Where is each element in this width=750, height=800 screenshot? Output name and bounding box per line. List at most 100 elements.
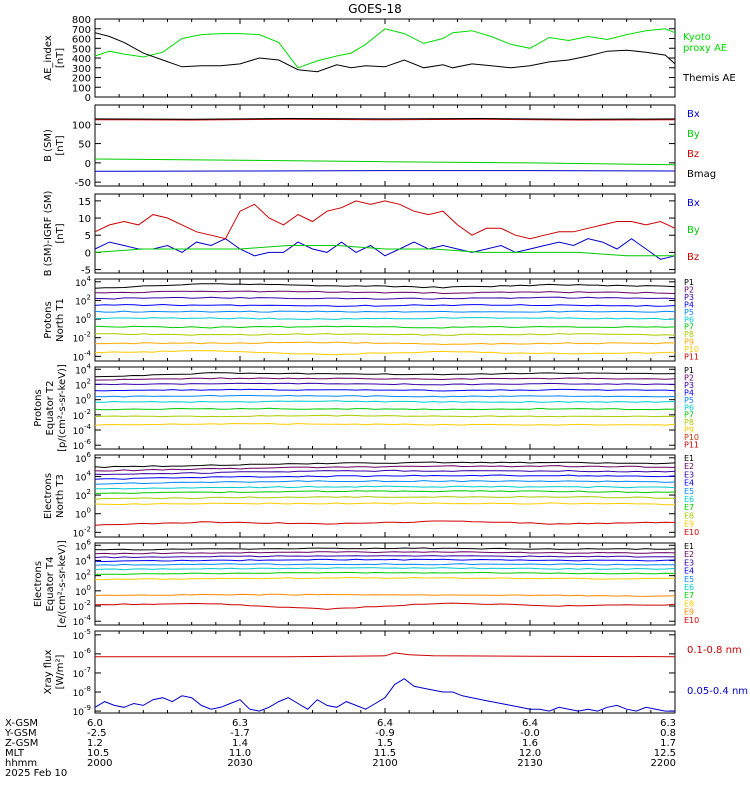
series-line-p4 bbox=[94, 303, 676, 307]
y-tick-label: 300 bbox=[72, 64, 91, 75]
series-line-e3 bbox=[94, 469, 676, 476]
legend-label: P5 bbox=[684, 396, 694, 405]
legend-label: P11 bbox=[684, 441, 699, 450]
y-tick-label: 100 bbox=[75, 507, 91, 521]
series-line-0-05-0-4-nm bbox=[94, 678, 675, 712]
y-tick-label: 104 bbox=[75, 553, 91, 567]
x-axis-value: 2000 bbox=[87, 758, 112, 769]
y-axis-label: Electrons bbox=[43, 473, 54, 519]
legend-label: P6 bbox=[684, 315, 694, 324]
legend-label: Kyoto bbox=[683, 32, 711, 43]
series-line-bz bbox=[94, 118, 676, 121]
x-axis-value: 11.5 bbox=[374, 748, 396, 759]
y-tick-label: 100 bbox=[75, 312, 91, 326]
series-line-themis-ae bbox=[94, 32, 676, 73]
y-tick-label: 10-4 bbox=[73, 349, 92, 363]
y-tick-label: 102 bbox=[75, 488, 91, 502]
y-tick-label: 10-6 bbox=[73, 438, 92, 452]
x-axis-value: 1.6 bbox=[522, 738, 538, 749]
x-axis-value: 2200 bbox=[651, 758, 676, 769]
series-line-e9 bbox=[94, 593, 676, 597]
series-line-by bbox=[94, 158, 676, 166]
x-axis-value: -2.5 bbox=[87, 728, 107, 739]
y-tick-label: 100 bbox=[75, 584, 91, 598]
y-tick-label: 10-5 bbox=[73, 628, 91, 642]
date-label: 2025 Feb 10 bbox=[5, 768, 67, 779]
series-line-e7 bbox=[95, 571, 676, 575]
legend-label: Bz bbox=[687, 252, 699, 263]
series-line-e7 bbox=[94, 490, 676, 494]
y-tick-label: 10-7 bbox=[73, 666, 91, 680]
series-line-p6 bbox=[95, 400, 676, 403]
legend-label: P11 bbox=[684, 353, 699, 362]
legend-label: By bbox=[687, 225, 700, 236]
series-line-bmag bbox=[94, 117, 676, 120]
legend-label: P4 bbox=[684, 300, 694, 309]
y-axis-label: Equator T2 bbox=[45, 381, 56, 436]
panel-frame bbox=[94, 193, 676, 274]
panel-frame bbox=[94, 454, 676, 538]
series-line-p2 bbox=[94, 377, 676, 381]
series-line-e2 bbox=[94, 465, 676, 472]
x-axis-row-label: hhmm bbox=[5, 758, 37, 769]
x-axis-value: 6.0 bbox=[87, 718, 103, 729]
series-line-p1 bbox=[94, 372, 676, 378]
y-axis-label: B (SM) bbox=[43, 129, 54, 162]
series-line-e5 bbox=[94, 563, 676, 566]
y-axis-label: Protons bbox=[33, 389, 44, 426]
legend-label: E3 bbox=[684, 470, 694, 479]
legend-label: P10 bbox=[684, 433, 699, 442]
series-line-p2 bbox=[94, 290, 676, 295]
series-line-p9 bbox=[95, 341, 676, 346]
legend-label: E4 bbox=[684, 567, 694, 576]
y-tick-label: 10-2 bbox=[73, 599, 91, 613]
y-tick-label: 10 bbox=[78, 214, 91, 225]
y-tick-label: 500 bbox=[72, 44, 91, 55]
legend-label: By bbox=[687, 129, 700, 140]
series-line-e1 bbox=[94, 461, 676, 469]
x-axis-value: -0.0 bbox=[520, 728, 540, 739]
legend-label: Themis AE bbox=[682, 73, 736, 84]
y-tick-label: 10-2 bbox=[73, 525, 91, 539]
series-line-bx bbox=[94, 170, 676, 172]
series-line-kyoto-proxy-ae bbox=[94, 28, 676, 69]
series-line-p4 bbox=[94, 388, 676, 392]
y-tick-label: 5 bbox=[85, 231, 91, 242]
y-axis-label: [p/(cm²-s-sr-keV)] bbox=[57, 364, 68, 452]
y-tick-label: 104 bbox=[75, 469, 91, 483]
panel-frame bbox=[94, 104, 676, 187]
legend-label: P4 bbox=[684, 388, 694, 397]
x-axis-value: 12.0 bbox=[519, 748, 541, 759]
legend-label: P8 bbox=[684, 418, 694, 427]
series-line-p8 bbox=[95, 333, 676, 336]
series-line-p7 bbox=[94, 407, 676, 411]
legend-label: E3 bbox=[684, 558, 694, 567]
y-axis-label: [e/(cm²-s-sr-keV)] bbox=[57, 540, 68, 628]
y-axis-label: North T3 bbox=[55, 474, 66, 518]
x-axis-value: 2100 bbox=[372, 758, 397, 769]
legend-label: E5 bbox=[684, 575, 694, 584]
legend-label: P6 bbox=[684, 403, 694, 412]
legend-label: E1 bbox=[684, 454, 694, 463]
legend-label: 0.05-0.4 nm bbox=[687, 686, 748, 697]
legend-label: E9 bbox=[684, 608, 694, 617]
x-axis-value: 6.3 bbox=[232, 718, 248, 729]
panel-bsm: -50 0 50 100 B (SM) [nT] Bx By Bz Bmag bbox=[43, 104, 716, 189]
series-line-p8 bbox=[94, 414, 676, 418]
series-line-p6 bbox=[94, 317, 676, 321]
legend-label: E7 bbox=[684, 503, 694, 512]
x-axis-value: 1.4 bbox=[232, 738, 248, 749]
series-line-e3 bbox=[94, 555, 676, 559]
series-line-e4 bbox=[94, 558, 676, 563]
panel-frame bbox=[94, 630, 676, 714]
y-axis-label: Xray flux bbox=[43, 650, 54, 695]
x-axis-value: 6.3 bbox=[660, 718, 676, 729]
y-tick-label: 10-9 bbox=[73, 704, 91, 718]
y-tick-label: 10-8 bbox=[73, 685, 91, 699]
panel-frame bbox=[94, 18, 676, 98]
series-line-p7 bbox=[94, 325, 676, 329]
series-line-0-1-0-8-nm bbox=[95, 652, 676, 658]
y-tick-label: 50 bbox=[78, 140, 91, 151]
y-tick-label: 600 bbox=[72, 35, 91, 46]
